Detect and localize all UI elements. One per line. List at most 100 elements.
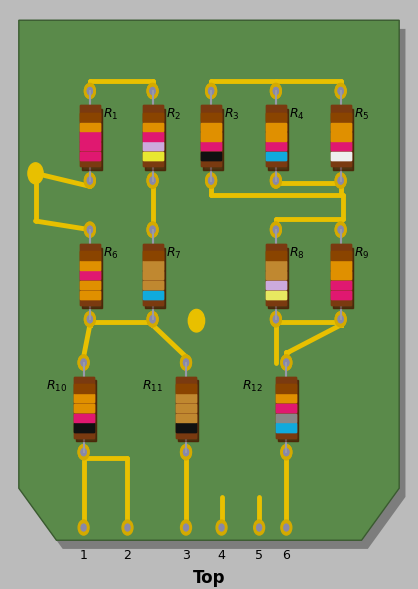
Text: Top: Top: [193, 569, 225, 587]
Circle shape: [150, 88, 155, 94]
Circle shape: [273, 316, 278, 323]
Bar: [80, 112, 100, 121]
Text: $R_{12}$: $R_{12}$: [242, 379, 263, 394]
Bar: [331, 290, 351, 299]
Circle shape: [84, 312, 95, 327]
Bar: [74, 385, 94, 393]
Bar: [266, 271, 286, 279]
Circle shape: [81, 449, 86, 456]
Bar: [276, 423, 296, 432]
Circle shape: [87, 177, 92, 184]
Circle shape: [78, 445, 89, 459]
Bar: [176, 404, 196, 412]
Bar: [266, 105, 286, 166]
Bar: [143, 142, 163, 150]
Circle shape: [150, 177, 155, 184]
Circle shape: [338, 316, 343, 323]
Bar: [266, 262, 286, 270]
Circle shape: [87, 177, 92, 184]
Circle shape: [78, 520, 89, 535]
Circle shape: [188, 309, 205, 332]
Bar: [80, 142, 100, 150]
Bar: [201, 123, 221, 131]
Circle shape: [87, 316, 92, 323]
Bar: [331, 112, 351, 121]
Text: 1: 1: [80, 549, 87, 562]
Circle shape: [270, 312, 281, 327]
Bar: [331, 105, 351, 166]
Text: $R_{8}$: $R_{8}$: [289, 246, 305, 261]
Bar: [143, 290, 163, 299]
Bar: [80, 271, 100, 279]
Circle shape: [78, 445, 89, 459]
Circle shape: [81, 449, 86, 456]
Bar: [266, 112, 286, 121]
Bar: [143, 244, 163, 305]
Bar: [80, 133, 100, 141]
Circle shape: [147, 312, 158, 327]
Bar: [143, 281, 163, 289]
Circle shape: [181, 445, 191, 459]
Circle shape: [84, 173, 95, 188]
Bar: [80, 123, 100, 131]
Circle shape: [87, 88, 92, 94]
Circle shape: [338, 88, 343, 94]
Bar: [331, 123, 351, 131]
Bar: [80, 290, 100, 299]
Bar: [143, 152, 163, 160]
Circle shape: [209, 88, 214, 94]
Bar: [145, 109, 165, 170]
Bar: [268, 247, 288, 308]
Circle shape: [270, 312, 281, 327]
Circle shape: [270, 84, 281, 98]
Bar: [331, 281, 351, 289]
Circle shape: [150, 316, 155, 323]
Circle shape: [335, 312, 346, 327]
Bar: [80, 281, 100, 289]
Bar: [268, 247, 288, 308]
Circle shape: [84, 312, 95, 327]
Bar: [266, 252, 286, 260]
Bar: [266, 133, 286, 141]
Bar: [333, 109, 353, 170]
Bar: [266, 281, 286, 289]
Bar: [143, 112, 163, 121]
Text: 5: 5: [255, 549, 263, 562]
Bar: [80, 262, 100, 270]
Bar: [203, 109, 223, 170]
Bar: [266, 123, 286, 131]
Bar: [143, 142, 163, 150]
Circle shape: [84, 173, 95, 188]
Bar: [143, 123, 163, 131]
Text: $R_{6}$: $R_{6}$: [103, 246, 119, 261]
Bar: [145, 247, 165, 308]
Circle shape: [81, 524, 86, 531]
Bar: [331, 133, 351, 141]
Circle shape: [254, 520, 265, 535]
Bar: [143, 252, 163, 260]
Circle shape: [335, 84, 346, 98]
Circle shape: [273, 226, 278, 233]
Circle shape: [338, 177, 343, 184]
Bar: [203, 109, 223, 170]
Bar: [143, 290, 163, 299]
Circle shape: [184, 359, 189, 366]
Bar: [176, 413, 196, 422]
Circle shape: [84, 84, 95, 98]
Bar: [82, 109, 102, 170]
Bar: [331, 142, 351, 150]
Bar: [266, 290, 286, 299]
Bar: [143, 105, 163, 166]
Circle shape: [150, 177, 155, 184]
Bar: [143, 105, 163, 166]
Bar: [201, 112, 221, 121]
Bar: [80, 281, 100, 289]
Bar: [266, 142, 286, 150]
Bar: [176, 404, 196, 412]
Circle shape: [209, 177, 214, 184]
Circle shape: [150, 88, 155, 94]
Bar: [331, 271, 351, 279]
Bar: [80, 142, 100, 150]
Bar: [176, 413, 196, 422]
Bar: [80, 152, 100, 160]
